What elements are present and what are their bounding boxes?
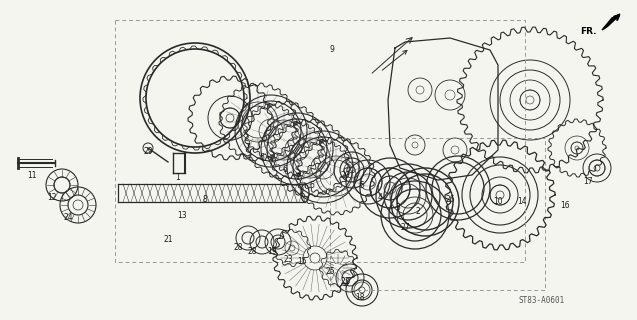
Text: 22: 22 <box>340 277 350 286</box>
Text: 1: 1 <box>176 173 180 182</box>
Text: 29: 29 <box>143 148 153 156</box>
Text: 7: 7 <box>245 143 250 153</box>
Text: 21: 21 <box>163 236 173 244</box>
Text: 15: 15 <box>297 258 307 267</box>
Text: 17: 17 <box>583 178 593 187</box>
Text: 6: 6 <box>259 154 264 163</box>
Text: FR.: FR. <box>580 28 596 36</box>
Text: 3: 3 <box>396 204 401 212</box>
Text: 5: 5 <box>359 180 364 189</box>
Text: 28: 28 <box>233 244 243 252</box>
Text: 14: 14 <box>517 197 527 206</box>
Text: 10: 10 <box>493 197 503 206</box>
Text: 13: 13 <box>177 211 187 220</box>
Text: 8: 8 <box>203 196 208 204</box>
Text: 11: 11 <box>27 171 37 180</box>
Text: 26: 26 <box>445 196 455 204</box>
Text: 6: 6 <box>283 165 287 174</box>
Text: 23: 23 <box>283 255 293 265</box>
Text: 7: 7 <box>296 173 301 182</box>
Text: 7: 7 <box>269 158 273 167</box>
Text: 20: 20 <box>340 171 350 180</box>
Text: 25: 25 <box>325 268 335 276</box>
Text: 9: 9 <box>329 45 334 54</box>
Text: 6: 6 <box>310 180 315 189</box>
Text: 18: 18 <box>355 293 365 302</box>
Text: 12: 12 <box>47 194 57 203</box>
Text: 24: 24 <box>63 213 73 222</box>
Text: ST83-A0601: ST83-A0601 <box>519 296 564 305</box>
Text: 27: 27 <box>400 223 410 233</box>
Text: 19: 19 <box>267 247 277 257</box>
Text: 4: 4 <box>378 194 382 203</box>
Text: 16: 16 <box>560 201 570 210</box>
Text: 28: 28 <box>247 247 257 257</box>
Polygon shape <box>602 14 620 30</box>
Text: 2: 2 <box>415 207 420 217</box>
